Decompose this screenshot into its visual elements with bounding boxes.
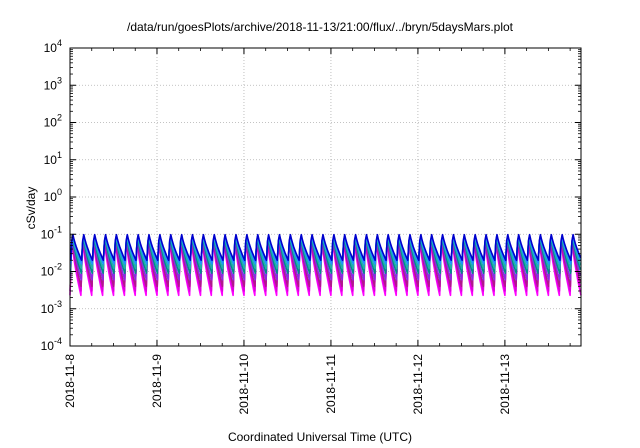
grid-lines	[70, 48, 581, 346]
y-tick-base: 10	[41, 302, 55, 316]
y-tick-exponent: 2	[57, 113, 62, 123]
y-tick-label: 101	[44, 150, 62, 167]
y-tick-exponent: -3	[54, 299, 62, 309]
y-tick-exponent: -2	[54, 262, 62, 272]
x-tick-label: 2018-11-8	[63, 354, 77, 408]
x-tick-label: 2018-11-9	[150, 354, 164, 408]
x-axis: 2018-11-8 2018-11-9 2018-11-10 2018-11-11 20…	[63, 48, 571, 415]
y-tick-base: 10	[44, 78, 58, 92]
y-tick-exponent: 0	[57, 187, 62, 197]
y-tick-base: 10	[44, 153, 58, 167]
y-tick-base: 10	[41, 339, 55, 353]
series-line	[70, 233, 582, 262]
y-tick-exponent: 1	[57, 150, 62, 160]
x-tick-label: 2018-11-12	[411, 354, 425, 415]
x-tick-label: 2018-11-11	[324, 354, 338, 414]
y-tick-exponent: 4	[57, 38, 62, 48]
y-tick-base: 10	[41, 227, 55, 241]
y-tick-exponent: 3	[57, 75, 62, 85]
x-tick-label: 2018-11-13	[498, 354, 512, 415]
series-lines	[69, 233, 582, 297]
y-tick-base: 10	[44, 41, 58, 55]
y-tick-base: 10	[41, 265, 55, 279]
y-tick-label: 102	[44, 113, 62, 130]
y-tick-label: 104	[44, 38, 62, 55]
x-tick-label: 2018-11-10	[237, 354, 251, 415]
y-tick-label: 103	[44, 75, 62, 92]
y-tick-exponent: -4	[54, 336, 62, 346]
y-tick-label: 10-1	[41, 224, 62, 241]
y-tick-label: 10-3	[41, 299, 62, 316]
y-tick-label: 10-4	[41, 336, 62, 353]
chart-title: /data/run/goesPlots/archive/2018-11-13/2…	[127, 20, 513, 34]
x-axis-label: Coordinated Universal Time (UTC)	[227, 430, 413, 444]
y-tick-base: 10	[44, 116, 58, 130]
y-tick-base: 10	[44, 190, 58, 204]
y-tick-exponent: -1	[54, 224, 62, 234]
y-tick-label: 10-2	[41, 262, 62, 279]
y-tick-label: 100	[44, 187, 62, 204]
